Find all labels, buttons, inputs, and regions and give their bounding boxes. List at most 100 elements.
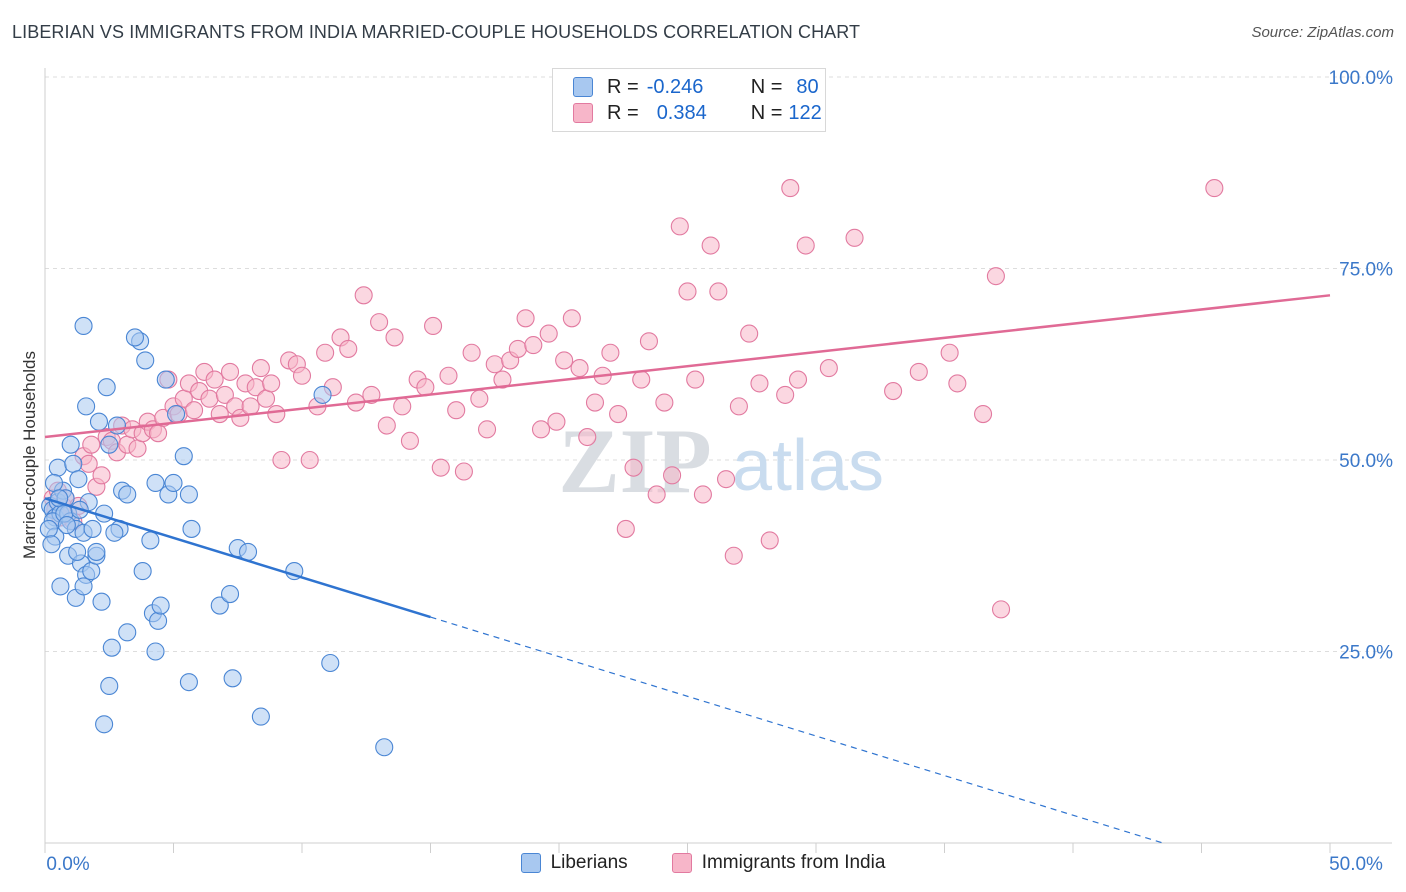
india-point [128,439,147,458]
liberians-trend-line [44,497,431,619]
india-point [316,343,335,362]
series-liberians-points [39,316,394,757]
liberian-point [68,542,87,561]
india-point [909,362,928,381]
india-point [750,374,769,393]
liberian-point [51,577,70,596]
india-point [339,339,358,358]
legend-n-label: N = [750,75,783,98]
stats-legend: R = -0.246 N = 80 R = 0.384 N = 122 [552,68,826,132]
india-point [400,431,419,450]
india-point [729,397,748,416]
india-point [555,351,574,370]
india-point [547,412,566,431]
india-point [362,385,381,404]
legend-row-liberians: R = -0.246 N = 80 [573,75,819,99]
india-point [655,393,674,412]
liberian-point [251,707,270,726]
india-point [210,404,229,424]
liberian-point [182,519,201,538]
india-point [663,466,682,485]
india-point [539,324,558,343]
liberian-point [179,673,198,692]
liberian-point [39,519,58,538]
india-point [760,531,779,550]
liberian-point [118,485,137,504]
india-point [724,546,743,565]
india-point [796,236,815,255]
liberian-point [69,470,88,489]
india-point [92,466,111,485]
trend-lines [44,294,1331,844]
india-point [531,420,551,439]
india-point [647,485,666,504]
india-point [454,462,473,481]
legend-r-value: 0.384 [656,101,707,124]
india-point [477,420,497,439]
liberian-point [95,715,114,734]
india-point [819,359,838,378]
india-point [616,519,635,538]
india-point [215,385,234,404]
india-point [431,458,450,477]
liberian-point [64,454,83,473]
india-point [220,362,240,381]
liberian-point [210,596,229,615]
series-legend: Liberians Immigrants from India [0,852,1406,874]
legend-swatch-blue [573,77,593,97]
liberian-point [100,435,119,454]
watermark: ZIP atlas [558,410,884,512]
legend-item-india[interactable]: Immigrants from India [671,852,886,874]
liberian-point [167,404,186,424]
legend-item-liberians[interactable]: Liberians [520,852,628,874]
liberian-point [105,523,124,542]
x-tick-label-max: 50.0% [1329,854,1383,875]
india-point [231,408,250,427]
india-point [678,282,697,301]
india-point [200,389,219,408]
india-point [267,404,286,424]
india-point [439,366,458,385]
liberian-point [57,516,76,535]
india-point [578,427,597,447]
india-point [256,389,276,408]
y-tick-label: 25.0% [1339,643,1393,664]
india-point [632,370,651,389]
y-tick-labels: 25.0% 50.0% 75.0% 100.0% [1329,68,1394,664]
liberian-point [151,596,170,615]
liberians-trend-extension [430,616,1164,844]
liberian-point [156,370,175,389]
india-point [485,355,504,374]
india-point [601,343,620,362]
india-point [948,374,967,393]
grid-lines [45,76,1392,652]
india-trend-line [44,294,1331,439]
india-point [940,343,959,362]
legend-swatch-pink [573,103,593,123]
liberian-point [146,642,165,661]
india-point [516,309,535,328]
liberian-point [83,519,102,538]
india-point [272,450,291,470]
liberian-point [82,562,101,581]
liberian-point [74,316,93,336]
india-point [508,339,527,358]
liberian-point [146,473,165,493]
liberian-point [48,458,67,477]
india-point [292,366,312,385]
liberian-point [74,577,93,596]
legend-label-india: Immigrants from India [701,852,886,873]
liberian-point [313,385,332,404]
legend-r-label: R = [607,75,639,98]
liberian-point [164,473,183,493]
india-point [524,336,543,355]
india-point [241,397,260,416]
india-point [845,228,864,247]
india-point [973,404,993,424]
india-point [686,370,705,389]
x-tick-marks [44,843,1331,853]
legend-n-value: 80 [796,75,819,98]
india-point [585,393,605,412]
legend-n-label: N = [750,101,783,124]
